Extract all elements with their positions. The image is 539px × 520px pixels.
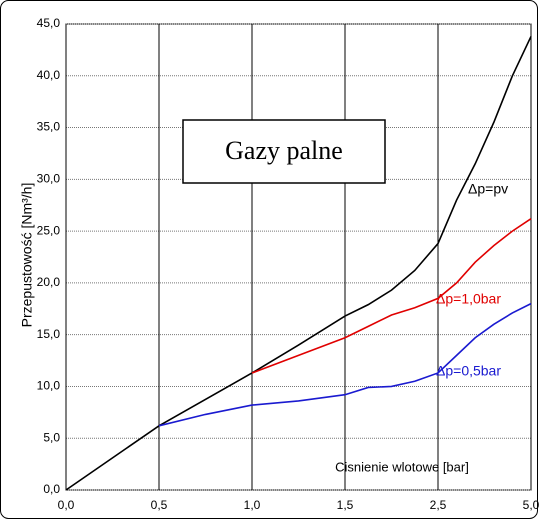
y-tick-label: 30,0 [37, 172, 61, 186]
x-tick-label: 1,0 [244, 498, 261, 512]
y-tick-label: 5,0 [43, 430, 60, 444]
x-tick-label: 5,0 [523, 498, 539, 512]
line-series [251, 218, 532, 374]
title-box [182, 119, 386, 184]
y-tick-label: 25,0 [37, 223, 61, 237]
x-tick-label: 0,0 [58, 498, 75, 512]
y-tick-label: 35,0 [37, 120, 61, 134]
x-tick-label: 0,5 [151, 498, 168, 512]
y-tick-label: 15,0 [37, 327, 61, 341]
x-tick-label: 2,5 [430, 498, 447, 512]
y-tick-label: 45,0 [37, 16, 61, 30]
line-series [158, 302, 532, 427]
series-label: Δp=0,5bar [436, 363, 501, 379]
chart-title: Gazy palne [225, 136, 343, 165]
x-tick-label: 1,5 [337, 498, 354, 512]
series-label: Δp=1,0bar [436, 291, 501, 307]
y-tick-label: 20,0 [37, 275, 61, 289]
y-tick-label: 0,0 [43, 482, 60, 496]
y-tick-label: 10,0 [37, 379, 61, 393]
line-series [65, 36, 532, 491]
y-axis-label: Przepustowość [Nm³/h] [19, 183, 35, 328]
series-label: Δp=pv [468, 181, 508, 197]
y-tick-label: 40,0 [37, 68, 61, 82]
x-axis-label: Cisnienie wlotowe [bar] [335, 459, 469, 474]
